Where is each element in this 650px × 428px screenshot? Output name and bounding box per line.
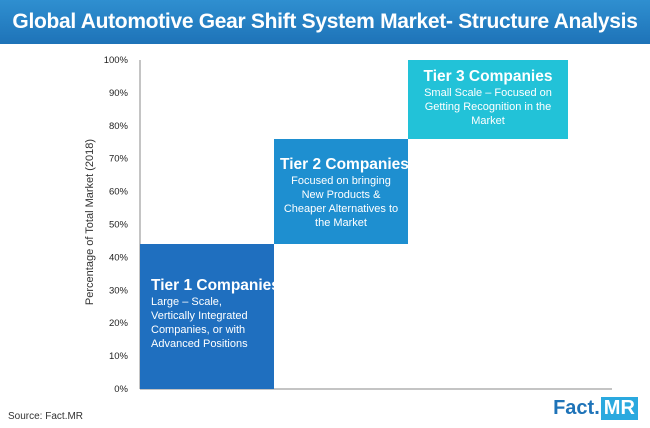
tier-2-title: Tier 2 Companies — [280, 155, 409, 173]
y-axis-ticks: 0% 10% 20% 30% 40% 50% 60% 70% 80% 90% 100% — [104, 55, 129, 395]
y-tick-label: 80% — [109, 121, 129, 132]
factmr-logo: Fact. MR — [548, 394, 643, 422]
y-tick-label: 50% — [109, 220, 129, 231]
tier-2-block: Tier 2 Companies Focused on bringing New… — [274, 138, 409, 245]
logo-part-1: Fact. — [553, 396, 600, 419]
tier-1-description: Large – Scale, Vertically Integrated Com… — [151, 296, 248, 351]
tier-1-title: Tier 1 Companies — [151, 277, 280, 295]
y-tick-label: 70% — [109, 154, 129, 165]
source-note: Source: Fact.MR — [8, 411, 84, 422]
logo-part-2: MR — [600, 396, 638, 420]
title-banner: Global Automotive Gear Shift System Mark… — [0, 0, 650, 44]
tier-3-description: Small Scale – Focused on Getting Recogni… — [424, 87, 552, 127]
tier-3-title: Tier 3 Companies — [423, 68, 553, 85]
y-tick-label: 20% — [109, 318, 129, 329]
y-tick-label: 90% — [109, 88, 129, 99]
y-tick-label: 40% — [109, 252, 129, 263]
tier-2-description: Focused on bringing New Products & Cheap… — [283, 174, 399, 229]
y-tick-label: 60% — [109, 187, 129, 198]
y-tick-label: 10% — [109, 351, 129, 362]
y-tick-label: 0% — [114, 384, 128, 395]
chart-title: Global Automotive Gear Shift System Mark… — [12, 10, 638, 33]
y-tick-label: 100% — [104, 55, 129, 66]
y-tick-label: 30% — [109, 285, 129, 296]
tier-1-block: Tier 1 Companies Large – Scale, Vertical… — [140, 244, 280, 389]
tier-3-block: Tier 3 Companies Small Scale – Focused o… — [408, 60, 568, 139]
